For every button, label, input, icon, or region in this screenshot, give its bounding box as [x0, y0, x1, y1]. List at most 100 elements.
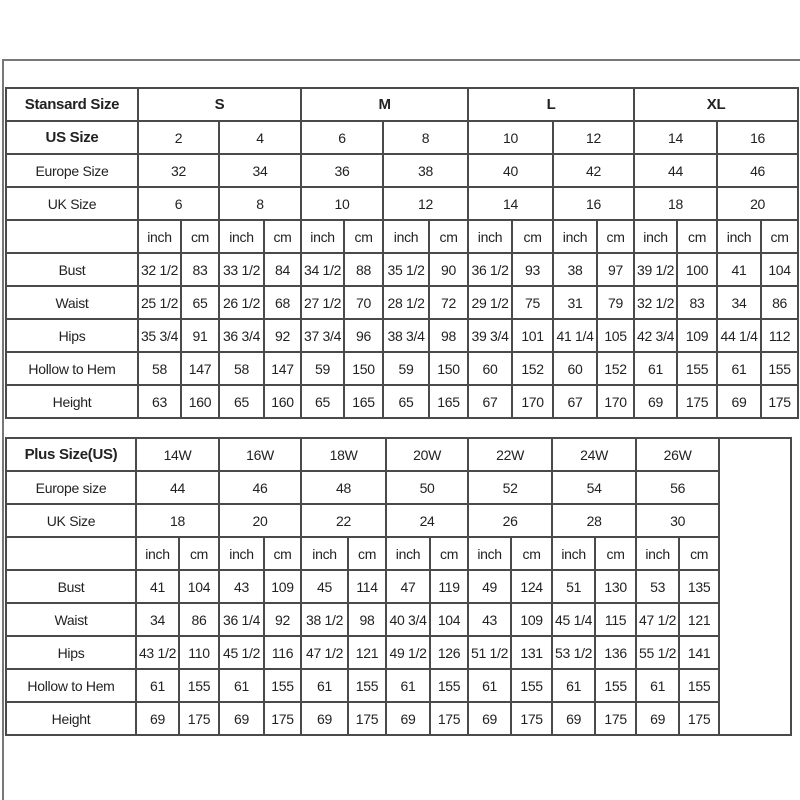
size-header: 14W — [134, 437, 221, 472]
size-cell: 38 — [382, 153, 470, 188]
measurement-cell: 121 — [678, 602, 721, 637]
measurement-cell: 45 1/4 — [551, 602, 597, 637]
measurement-cell: 136 — [594, 635, 638, 670]
measurement-cell: 41 — [135, 569, 180, 604]
measurement-cell: 61 — [135, 668, 180, 703]
size-cell: 16 — [552, 186, 636, 221]
size-cell: 32 — [137, 153, 220, 188]
measurement-cell: 58 — [218, 351, 265, 386]
measurement-cell: 49 — [467, 569, 513, 604]
measurement-cell: 175 — [594, 701, 638, 736]
size-cell: 46 — [218, 470, 303, 505]
measurement-cell: 26 1/2 — [218, 285, 265, 320]
unit-header-cm: cm — [510, 536, 554, 571]
measurement-row: Waist 25 1/2 65 26 1/2 68 27 1/2 70 28 1/2 72 29 … — [5, 285, 800, 320]
measurement-cell: 61 — [467, 668, 513, 703]
measurement-cell: 31 — [552, 285, 599, 320]
unit-header-cm: cm — [180, 219, 220, 254]
row-label: Europe Size — [5, 153, 139, 188]
measurement-cell: 60 — [467, 351, 514, 386]
unit-header-cm: cm — [511, 219, 555, 254]
measurement-cell: 47 1/2 — [300, 635, 350, 670]
measurement-cell: 65 — [180, 285, 220, 320]
measurement-cell: 92 — [263, 602, 303, 637]
size-header: 18W — [300, 437, 388, 472]
measurement-row: Hips 35 3/4 91 36 3/4 92 37 3/4 96 38 3/4 98 39 3… — [5, 318, 800, 353]
measurement-cell: 25 1/2 — [137, 285, 182, 320]
unit-header-cm: cm — [263, 536, 303, 571]
size-cell: 8 — [382, 120, 470, 155]
table-title: Stansard Size — [5, 87, 139, 122]
measurement-cell: 61 — [551, 668, 597, 703]
measurement-cell: 68 — [262, 285, 303, 320]
measurement-cell: 175 — [678, 701, 721, 736]
measurement-cell: 53 — [635, 569, 681, 604]
size-cell: 12 — [382, 186, 470, 221]
size-cell: 36 — [300, 153, 385, 188]
measurement-cell: 47 — [385, 569, 432, 604]
measurement-cell: 104 — [760, 252, 800, 287]
measurement-cell: 41 1/4 — [552, 318, 599, 353]
measurement-cell: 110 — [177, 635, 221, 670]
measurement-cell: 69 — [218, 701, 266, 736]
measurement-cell: 141 — [678, 635, 721, 670]
size-cell: 2 — [137, 120, 220, 155]
measurement-cell: 69 — [135, 701, 180, 736]
measurement-cell: 70 — [343, 285, 385, 320]
unit-header-inch: inch — [382, 219, 431, 254]
measurement-cell: 147 — [180, 351, 220, 386]
measurement-cell: 69 — [385, 701, 432, 736]
measurement-row: Height 69 175 69 175 69 175 69 175 69 175 69 175 69 17… — [5, 701, 791, 736]
size-group-header: S — [136, 87, 303, 122]
measurement-cell: 67 — [552, 384, 599, 419]
measurement-cell: 69 — [716, 384, 763, 419]
size-row: Europe Size 32 34 36 38 40 42 44 46 — [5, 153, 800, 188]
row-label: Hips — [5, 318, 139, 353]
size-cell: 14 — [467, 186, 555, 221]
size-row: UK Size 18 20 22 24 26 28 30 — [5, 503, 791, 538]
measurement-row: Hollow to Hem 61 155 61 155 61 155 61 155 61 155 61… — [5, 668, 791, 703]
measurement-cell: 42 3/4 — [633, 318, 679, 353]
unit-header-cm: cm — [676, 219, 719, 254]
measurement-cell: 155 — [263, 668, 303, 703]
measurement-cell: 152 — [511, 351, 555, 386]
measurement-cell: 51 — [551, 569, 597, 604]
measurement-cell: 126 — [429, 635, 470, 670]
measurement-cell: 41 — [716, 252, 763, 287]
measurement-cell: 98 — [428, 318, 470, 353]
measurement-cell: 61 — [385, 668, 432, 703]
measurement-cell: 150 — [343, 351, 385, 386]
size-cell: 12 — [552, 120, 636, 155]
measurement-cell: 60 — [552, 351, 599, 386]
size-row: UK Size 6 8 10 12 14 16 18 20 — [5, 186, 800, 221]
size-cell: 4 — [217, 120, 303, 155]
measurement-cell: 61 — [300, 668, 350, 703]
measurement-cell: 100 — [676, 252, 719, 287]
measurement-cell: 32 1/2 — [137, 252, 182, 287]
measurement-cell: 86 — [177, 602, 221, 637]
measurement-cell: 170 — [596, 384, 636, 419]
size-group-header: M — [300, 87, 470, 122]
unit-header-row: inch cm inch cm inch cm inch cm inch cm inch cm inch… — [5, 219, 800, 254]
measurement-cell: 75 — [511, 285, 555, 320]
size-cell: 20 — [218, 503, 303, 538]
size-cell: 8 — [217, 186, 303, 221]
row-label: Height — [5, 384, 139, 419]
measurement-cell: 61 — [716, 351, 763, 386]
measurement-row: Height 63 160 65 160 65 165 65 165 67 170 67 170 69 17… — [5, 384, 800, 419]
size-header: 22W — [467, 437, 554, 472]
size-cell: 30 — [635, 503, 721, 538]
measurement-cell: 86 — [760, 285, 800, 320]
unit-header-cm: cm — [760, 219, 800, 254]
empty-cell — [5, 219, 139, 254]
measurement-cell: 39 3/4 — [467, 318, 514, 353]
row-label: UK Size — [5, 503, 137, 538]
unit-header-cm: cm — [262, 219, 303, 254]
measurement-row: Bust 41 104 43 109 45 114 47 119 49 124 51 130 53 135 — [5, 569, 791, 604]
measurement-cell: 83 — [676, 285, 719, 320]
measurement-cell: 88 — [343, 252, 385, 287]
measurement-cell: 49 1/2 — [385, 635, 432, 670]
measurement-cell: 96 — [343, 318, 385, 353]
size-cell: 6 — [300, 120, 385, 155]
measurement-cell: 155 — [678, 668, 721, 703]
